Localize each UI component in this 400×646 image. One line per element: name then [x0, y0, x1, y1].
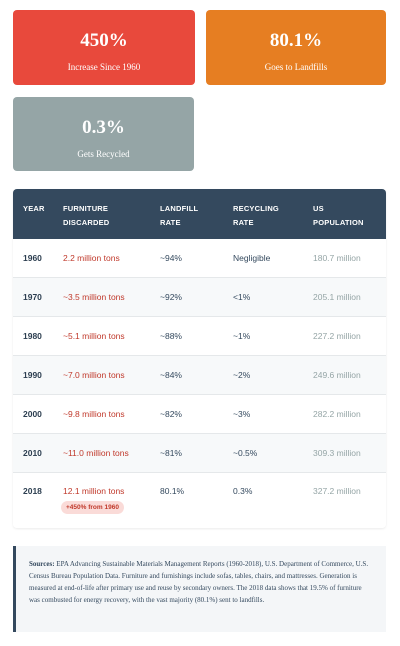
sources-note: Sources: EPA Advancing Sustainable Mater… — [13, 546, 386, 632]
cell-population: 282.2 million — [313, 409, 361, 419]
cell-year: 1990 — [23, 370, 42, 380]
stat-value: 80.1% — [269, 30, 323, 51]
cell-discarded: ~7.0 million tons — [63, 370, 125, 380]
header-population: US POPULATION — [313, 204, 364, 227]
cell-discarded: ~3.5 million tons — [63, 292, 125, 302]
stat-card-increase: 450% Increase Since 1960 — [13, 10, 195, 85]
cell-population: 205.1 million — [313, 292, 361, 302]
stat-value: 450% — [80, 30, 128, 51]
stat-card-landfill: 80.1% Goes to Landfills — [206, 10, 386, 85]
sources-label: Sources: — [29, 560, 55, 568]
cell-year: 2018 — [23, 486, 42, 496]
cell-discarded: 2.2 million tons — [63, 253, 120, 263]
cell-discarded: 12.1 million tons — [63, 486, 125, 496]
header-year: YEAR — [23, 204, 45, 213]
sources-text: EPA Advancing Sustainable Materials Mana… — [29, 560, 369, 604]
cell-recycling: Negligible — [233, 253, 271, 263]
header-landfill: LANDFILL RATE — [160, 204, 199, 227]
cell-population: 309.3 million — [313, 448, 361, 458]
table-row: 2000 ~9.8 million tons ~82% ~3% 282.2 mi… — [13, 395, 386, 434]
cell-population: 227.2 million — [313, 331, 361, 341]
cell-recycling: <1% — [233, 292, 251, 302]
cell-landfill: ~81% — [160, 448, 182, 458]
cell-recycling: ~3% — [233, 409, 251, 419]
cell-discarded: ~9.8 million tons — [63, 409, 125, 419]
stat-card-recycled: 0.3% Gets Recycled — [13, 97, 194, 171]
cell-year: 2010 — [23, 448, 42, 458]
stat-label: Goes to Landfills — [264, 62, 328, 72]
cell-landfill: ~88% — [160, 331, 182, 341]
stat-value: 0.3% — [82, 117, 125, 138]
cell-year: 2000 — [23, 409, 42, 419]
cell-landfill: ~92% — [160, 292, 182, 302]
cell-population: 180.7 million — [313, 253, 361, 263]
cell-discarded-wrap: 12.1 million tons +450% from 1960 — [53, 486, 150, 514]
table-row: 2010 ~11.0 million tons ~81% ~0.5% 309.3… — [13, 434, 386, 473]
cell-year: 1960 — [23, 253, 42, 263]
cell-recycling: ~1% — [233, 331, 251, 341]
cell-recycling: ~0.5% — [233, 448, 258, 458]
cell-recycling: ~2% — [233, 370, 251, 380]
cell-landfill: ~82% — [160, 409, 182, 419]
table-row: 2018 12.1 million tons +450% from 1960 8… — [13, 473, 386, 528]
table-row: 1960 2.2 million tons ~94% Negligible 18… — [13, 239, 386, 278]
furniture-table: YEAR FURNITURE DISCARDED LANDFILL RATE REC… — [13, 189, 386, 528]
cell-discarded: ~11.0 million tons — [63, 448, 129, 458]
stat-label: Increase Since 1960 — [67, 62, 141, 72]
table-header: YEAR FURNITURE DISCARDED LANDFILL RATE REC… — [13, 189, 386, 239]
growth-badge: +450% from 1960 — [61, 501, 124, 514]
table-row: 1990 ~7.0 million tons ~84% ~2% 249.6 mi… — [13, 356, 386, 395]
header-discarded: FURNITURE DISCARDED — [63, 204, 110, 227]
cell-discarded: ~5.1 million tons — [63, 331, 125, 341]
cell-population: 327.2 million — [313, 486, 361, 496]
cell-recycling: 0.3% — [233, 486, 253, 496]
header-recycling: RECYCLING RATE — [233, 204, 279, 227]
cell-landfill: ~84% — [160, 370, 182, 380]
cell-landfill: 80.1% — [160, 486, 185, 496]
stat-label: Gets Recycled — [77, 149, 130, 159]
cell-landfill: ~94% — [160, 253, 182, 263]
cell-year: 1970 — [23, 292, 42, 302]
table-row: 1970 ~3.5 million tons ~92% <1% 205.1 mi… — [13, 278, 386, 317]
cell-population: 249.6 million — [313, 370, 361, 380]
cell-year: 1980 — [23, 331, 42, 341]
table-row: 1980 ~5.1 million tons ~88% ~1% 227.2 mi… — [13, 317, 386, 356]
